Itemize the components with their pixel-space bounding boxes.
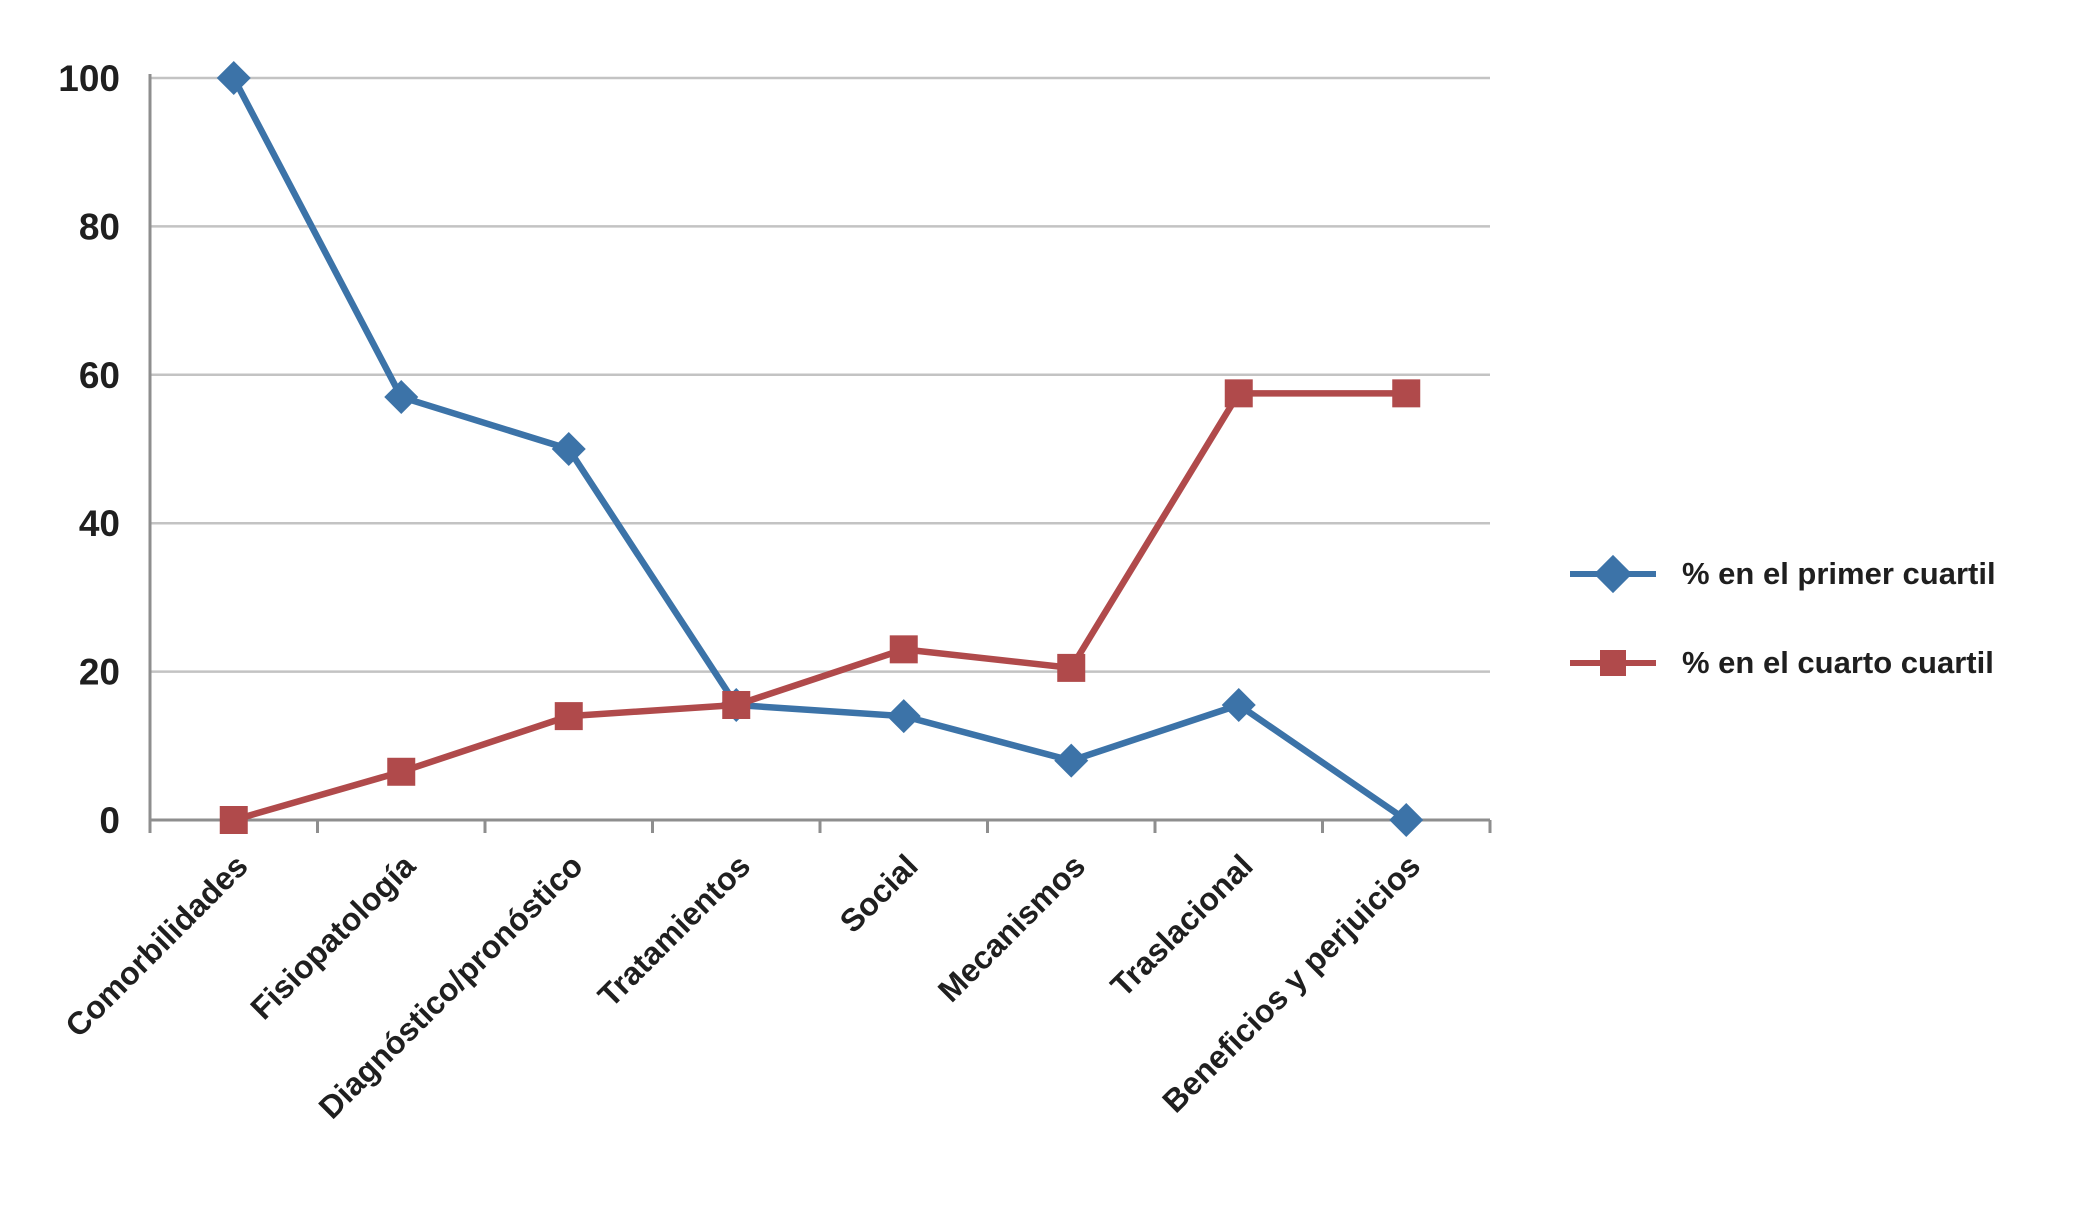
svg-text:Mecanismos: Mecanismos: [931, 847, 1092, 1008]
legend-item-primer-cuartil: % en el primer cuartil: [1570, 552, 1996, 596]
square-icon: [1600, 650, 1626, 676]
svg-text:Fisiopatología: Fisiopatología: [243, 847, 422, 1026]
diamond-icon: [1593, 554, 1633, 594]
svg-text:100: 100: [58, 58, 120, 99]
svg-text:Social: Social: [833, 847, 925, 939]
svg-text:80: 80: [79, 206, 120, 247]
legend: % en el primer cuartil % en el cuarto cu…: [1570, 552, 1996, 685]
legend-item-cuarto-cuartil: % en el cuarto cuartil: [1570, 641, 1996, 685]
svg-text:60: 60: [79, 355, 120, 396]
svg-text:Comorbilidades: Comorbilidades: [58, 847, 254, 1043]
svg-text:Traslacional: Traslacional: [1103, 847, 1259, 1003]
red-square-legend-marker-icon: [1570, 641, 1656, 685]
svg-text:40: 40: [79, 503, 120, 544]
legend-label-primer-cuartil: % en el primer cuartil: [1682, 556, 1996, 591]
svg-text:20: 20: [79, 652, 120, 693]
legend-label-cuarto-cuartil: % en el cuarto cuartil: [1682, 645, 1994, 680]
blue-diamond-legend-marker-icon: [1570, 552, 1656, 596]
svg-text:0: 0: [99, 800, 120, 841]
svg-text:Tratamientos: Tratamientos: [591, 847, 757, 1013]
svg-text:Diagnóstico/pronóstico: Diagnóstico/pronóstico: [312, 847, 590, 1125]
